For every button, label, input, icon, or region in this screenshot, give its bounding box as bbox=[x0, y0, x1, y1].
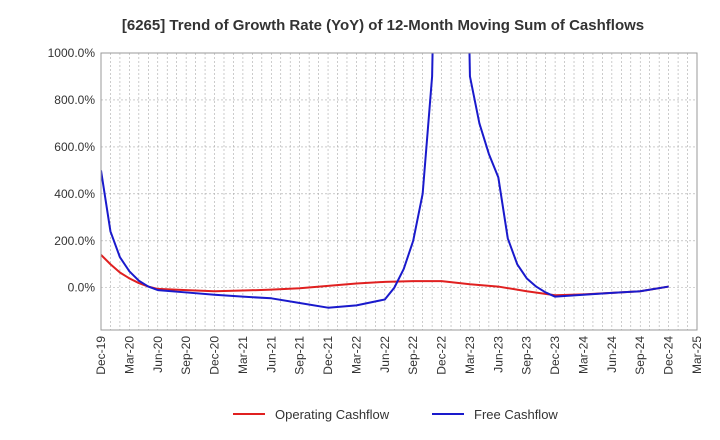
x-tick-label: Mar-20 bbox=[122, 336, 136, 374]
x-tick-label: Sep-21 bbox=[293, 336, 307, 375]
x-axis-ticks: Dec-19 Mar-20 Jun-20 Sep-20 Dec-20 Mar-21 Jun-… bbox=[94, 336, 704, 375]
x-tick-label: Jun-23 bbox=[491, 336, 505, 373]
series-line-operating-cashflow bbox=[101, 254, 669, 297]
y-axis-ticks: 1000.0% 800.0% 600.0% 400.0% 200.0% 0.0% bbox=[48, 46, 96, 295]
y-tick-label: 600.0% bbox=[54, 140, 95, 154]
legend-label-free-cashflow: Free Cashflow bbox=[474, 407, 558, 422]
series-line-free-cashflow bbox=[101, 53, 669, 309]
x-tick-label: Sep-20 bbox=[179, 336, 193, 375]
x-tick-label: Mar-23 bbox=[463, 336, 477, 374]
x-tick-label: Mar-22 bbox=[349, 336, 363, 374]
legend-label-operating-cashflow: Operating Cashflow bbox=[275, 407, 390, 422]
x-tick-label: Jun-22 bbox=[378, 336, 392, 373]
x-tick-label: Dec-22 bbox=[435, 336, 449, 375]
x-tick-label: Dec-19 bbox=[94, 336, 108, 375]
x-tick-label: Sep-24 bbox=[633, 336, 647, 375]
y-tick-label: 200.0% bbox=[54, 234, 95, 248]
x-tick-label: Sep-22 bbox=[406, 336, 420, 375]
x-tick-label: Mar-21 bbox=[236, 336, 250, 374]
x-tick-label: Jun-20 bbox=[151, 336, 165, 373]
x-tick-label: Mar-25 bbox=[690, 336, 704, 374]
series-lines bbox=[101, 53, 669, 309]
x-tick-label: Dec-24 bbox=[662, 336, 676, 375]
x-tick-label: Dec-21 bbox=[321, 336, 335, 375]
plot-frame bbox=[100, 52, 698, 331]
x-tick-label: Sep-23 bbox=[520, 336, 534, 375]
legend: Operating Cashflow Free Cashflow bbox=[233, 407, 558, 422]
y-tick-label: 400.0% bbox=[54, 187, 95, 201]
x-tick-label: Dec-23 bbox=[548, 336, 562, 375]
y-tick-label: 800.0% bbox=[54, 93, 95, 107]
y-tick-label: 0.0% bbox=[68, 281, 96, 295]
x-tick-label: Jun-24 bbox=[605, 336, 619, 373]
y-tick-label: 1000.0% bbox=[48, 46, 96, 60]
x-tick-label: Dec-20 bbox=[208, 336, 222, 375]
x-tick-label: Jun-21 bbox=[264, 336, 278, 373]
x-tick-label: Mar-24 bbox=[576, 336, 590, 374]
chart-title: [6265] Trend of Growth Rate (YoY) of 12-… bbox=[122, 17, 644, 34]
grid bbox=[101, 52, 697, 330]
